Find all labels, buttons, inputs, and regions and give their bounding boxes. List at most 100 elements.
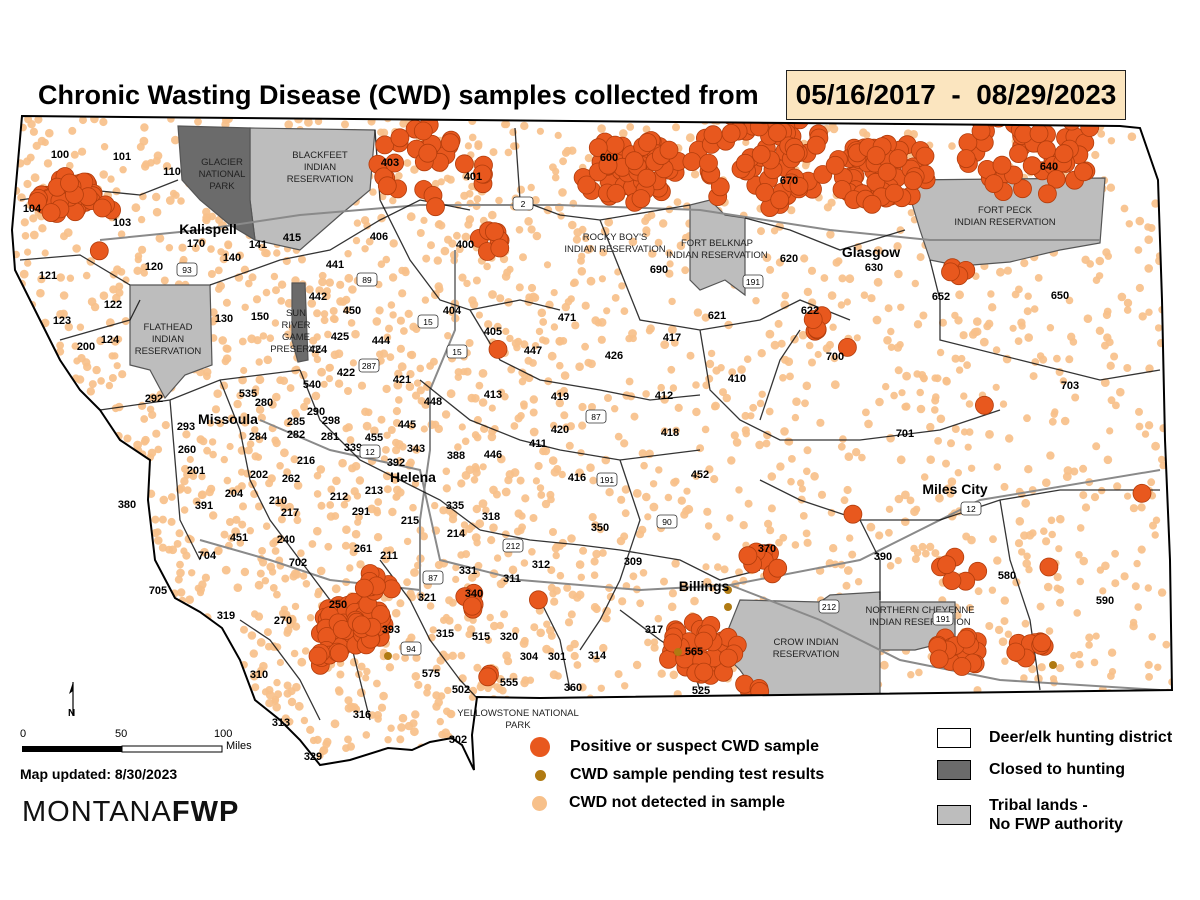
- not-detected-sample: [843, 485, 852, 495]
- not-detected-sample: [75, 432, 83, 441]
- not-detected-sample: [223, 716, 232, 725]
- not-detected-sample: [1025, 531, 1035, 540]
- highway-number: 12: [365, 447, 375, 457]
- not-detected-sample: [311, 391, 321, 401]
- not-detected-sample: [291, 602, 300, 611]
- not-detected-sample: [515, 226, 524, 234]
- not-detected-sample: [443, 751, 452, 759]
- not-detected-sample: [166, 670, 174, 678]
- not-detected-sample: [24, 259, 32, 267]
- not-detected-sample: [965, 400, 974, 408]
- not-detected-sample: [597, 335, 606, 344]
- not-detected-sample: [453, 231, 461, 240]
- not-detected-sample: [872, 315, 882, 325]
- not-detected-sample: [67, 649, 76, 659]
- not-detected-sample: [468, 133, 477, 142]
- not-detected-sample: [268, 568, 277, 576]
- not-detected-sample: [562, 423, 570, 431]
- logo-light: MONTANA: [22, 796, 172, 828]
- not-detected-sample: [140, 263, 149, 272]
- not-detected-sample: [1070, 651, 1078, 660]
- not-detected-sample: [313, 735, 322, 745]
- not-detected-sample: [117, 230, 126, 238]
- not-detected-sample: [143, 559, 153, 568]
- not-detected-sample: [106, 688, 115, 697]
- not-detected-sample: [973, 317, 982, 326]
- not-detected-sample: [420, 425, 428, 433]
- not-detected-sample: [668, 325, 677, 334]
- not-detected-sample: [222, 298, 231, 307]
- pending-sample: [1049, 661, 1057, 669]
- not-detected-sample: [915, 668, 923, 677]
- not-detected-sample: [692, 407, 701, 417]
- not-detected-sample: [685, 133, 695, 143]
- not-detected-sample: [232, 515, 241, 524]
- not-detected-sample: [565, 441, 574, 450]
- not-detected-sample: [227, 691, 237, 700]
- not-detected-sample: [628, 237, 638, 247]
- not-detected-sample: [221, 565, 231, 575]
- not-detected-sample: [445, 596, 454, 605]
- not-detected-sample: [735, 486, 743, 494]
- not-detected-sample: [887, 343, 896, 351]
- not-detected-sample: [20, 457, 28, 465]
- not-detected-sample: [966, 604, 974, 612]
- not-detected-sample: [993, 556, 1002, 565]
- not-detected-sample: [1062, 472, 1072, 481]
- not-detected-sample: [342, 295, 351, 304]
- district-number: 211: [380, 550, 398, 562]
- city-label: Helena: [390, 469, 436, 485]
- area-label-glacier: PARK: [209, 181, 235, 192]
- not-detected-sample: [573, 661, 582, 669]
- not-detected-sample: [176, 568, 185, 578]
- not-detected-sample: [96, 534, 105, 543]
- district-number: 202: [250, 469, 268, 481]
- not-detected-sample: [1160, 124, 1169, 133]
- not-detected-sample: [559, 157, 567, 166]
- not-detected-sample: [919, 311, 928, 320]
- not-detected-sample: [223, 476, 232, 485]
- not-detected-sample: [136, 142, 145, 151]
- not-detected-sample: [113, 265, 122, 274]
- not-detected-sample: [693, 308, 703, 317]
- not-detected-sample: [468, 522, 477, 530]
- not-detected-sample: [829, 544, 838, 553]
- not-detected-sample: [341, 120, 349, 129]
- not-detected-sample: [974, 587, 983, 596]
- positive-sample: [806, 135, 826, 155]
- not-detected-sample: [315, 286, 324, 295]
- not-detected-sample: [373, 533, 383, 542]
- not-detected-sample: [597, 124, 606, 133]
- district-number: 580: [998, 570, 1016, 582]
- not-detected-sample: [611, 294, 620, 302]
- highway-number: 12: [966, 504, 976, 514]
- not-detected-sample: [567, 534, 576, 543]
- not-detected-sample: [602, 606, 612, 616]
- not-detected-sample: [1070, 467, 1079, 476]
- not-detected-sample: [1036, 602, 1045, 611]
- not-detected-sample: [590, 557, 599, 566]
- not-detected-sample: [850, 713, 858, 721]
- not-detected-sample: [55, 384, 64, 393]
- positive-sample: [488, 339, 508, 359]
- not-detected-sample: [910, 544, 918, 553]
- not-detected-sample: [434, 220, 443, 229]
- not-detected-sample: [843, 566, 853, 575]
- positive-sample: [825, 155, 845, 175]
- not-detected-sample: [657, 383, 665, 392]
- not-detected-sample: [351, 529, 361, 539]
- district-number: 214: [447, 528, 466, 540]
- not-detected-sample: [245, 279, 253, 288]
- district-number: 417: [663, 332, 681, 344]
- not-detected-sample: [357, 381, 367, 390]
- not-detected-sample: [482, 506, 490, 514]
- not-detected-sample: [471, 533, 481, 542]
- not-detected-sample: [27, 691, 36, 700]
- not-detected-sample: [332, 476, 341, 486]
- not-detected-sample: [214, 266, 223, 275]
- not-detected-sample: [284, 120, 294, 129]
- not-detected-sample: [177, 197, 185, 205]
- not-detected-sample: [627, 710, 637, 719]
- not-detected-sample: [68, 419, 78, 429]
- not-detected-sample: [618, 282, 626, 290]
